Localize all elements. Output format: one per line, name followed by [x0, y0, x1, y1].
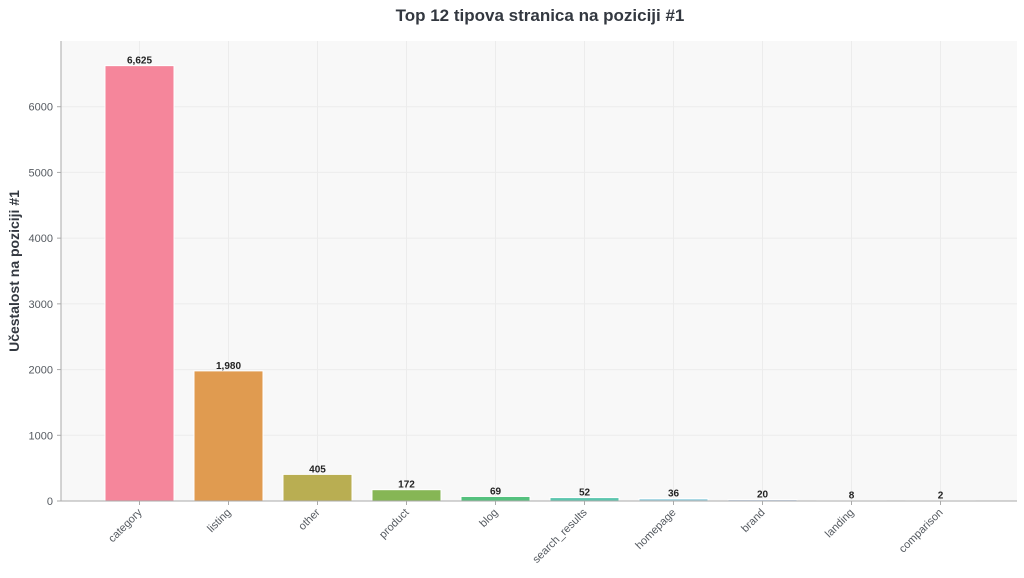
- y-tick-label: 4000: [29, 233, 53, 245]
- x-tick-label-homepage: homepage: [633, 507, 678, 552]
- data-label-other: 405: [309, 464, 326, 475]
- x-tick-label-listing: listing: [205, 507, 233, 535]
- chart-title: Top 12 tipova stranica na poziciji #1: [396, 6, 685, 25]
- data-label-blog: 69: [490, 486, 502, 497]
- x-tick-label-landing: landing: [823, 507, 857, 541]
- y-tick-label: 0: [47, 496, 53, 508]
- data-label-search_results: 52: [579, 488, 591, 499]
- data-labels: 6,625 1,980 405 172 69 52 36 20 8 2: [127, 56, 944, 502]
- data-label-category: 6,625: [127, 56, 152, 67]
- data-label-product: 172: [398, 480, 415, 491]
- x-tick-label-search_results: search_results: [531, 506, 590, 565]
- y-tick-label: 6000: [29, 102, 53, 114]
- y-tick-label: 3000: [29, 299, 53, 311]
- x-tick-label-comparison: comparison: [897, 507, 946, 556]
- x-ticks: category listing other product blog search_re…: [106, 501, 946, 566]
- data-label-comparison: 2: [938, 491, 944, 502]
- x-tick-label-blog: blog: [477, 507, 500, 530]
- y-tick-label: 1000: [29, 430, 53, 442]
- data-label-landing: 8: [849, 490, 855, 501]
- data-label-brand: 20: [757, 490, 769, 501]
- bar-other: [282, 473, 353, 502]
- bar-category: [104, 65, 175, 502]
- bars: [104, 65, 976, 502]
- data-label-homepage: 36: [668, 489, 680, 500]
- data-label-listing: 1,980: [216, 361, 241, 372]
- y-axis-label: Učestalost na poziciji #1: [6, 190, 22, 352]
- y-ticks: 0 1000 2000 3000 4000 5000 6000: [29, 102, 61, 508]
- x-tick-label-category: category: [106, 506, 145, 545]
- x-tick-label-other: other: [296, 506, 322, 532]
- bar-listing: [193, 370, 264, 502]
- x-tick-label-brand: brand: [739, 507, 767, 535]
- y-tick-label: 2000: [29, 365, 53, 377]
- x-tick-label-product: product: [377, 507, 411, 541]
- y-tick-label: 5000: [29, 167, 53, 179]
- bar-product: [371, 489, 442, 502]
